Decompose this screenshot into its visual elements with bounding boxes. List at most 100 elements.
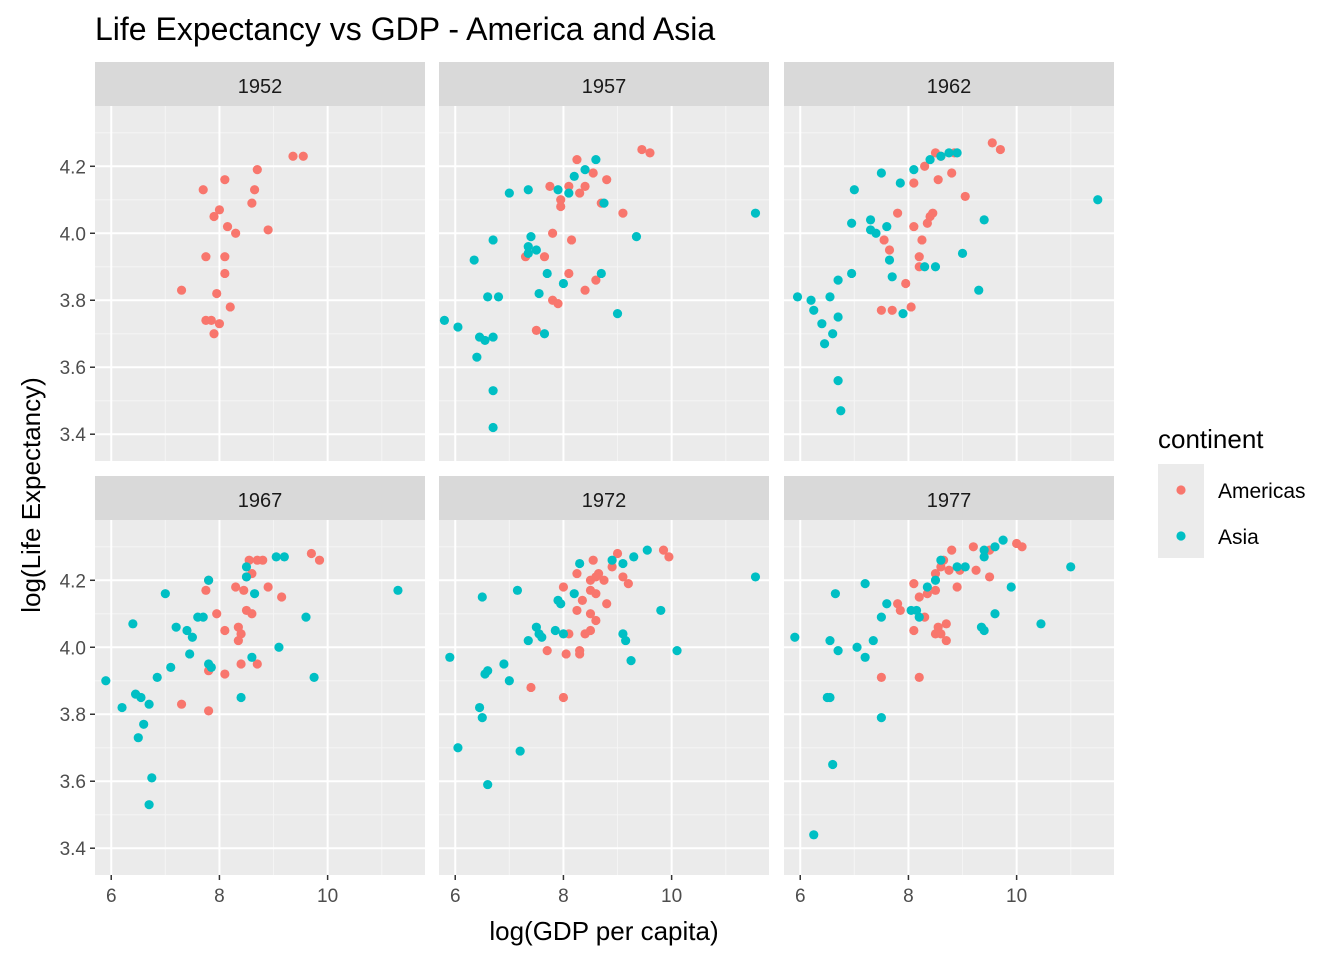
data-point <box>952 562 962 572</box>
legend-key-americas <box>1176 485 1186 495</box>
data-point <box>933 175 943 185</box>
data-point <box>868 635 878 646</box>
data-point <box>876 305 886 315</box>
data-point <box>909 221 919 232</box>
data-point <box>201 585 211 595</box>
data-point <box>152 672 162 683</box>
x-tick-label: 8 <box>214 886 225 907</box>
y-tick-label: 3.6 <box>60 358 86 379</box>
data-point <box>580 181 590 191</box>
x-tick-label: 6 <box>795 886 806 907</box>
data-point <box>882 221 892 232</box>
data-point <box>882 599 892 609</box>
data-point <box>833 376 843 386</box>
legend-label-asia: Asia <box>1218 526 1259 549</box>
data-point <box>852 642 862 652</box>
data-point <box>979 215 989 225</box>
data-point <box>979 545 989 555</box>
data-point <box>477 712 487 723</box>
data-point <box>185 649 195 659</box>
data-point <box>968 542 978 552</box>
data-point <box>817 319 827 329</box>
data-point <box>957 248 968 258</box>
data-point <box>526 682 536 693</box>
data-point <box>209 329 219 339</box>
legend-title: continent <box>1158 424 1264 454</box>
data-point <box>1093 195 1103 205</box>
data-point <box>204 706 214 716</box>
y-tick-label: 4.2 <box>60 157 86 178</box>
data-point <box>930 575 941 585</box>
data-point <box>198 185 208 195</box>
data-point <box>472 352 482 362</box>
data-point <box>301 612 311 622</box>
data-point <box>887 305 897 315</box>
data-point <box>860 579 870 589</box>
data-point <box>895 605 905 616</box>
data-point <box>553 185 563 195</box>
data-point <box>566 235 577 245</box>
data-point <box>212 288 222 299</box>
data-point <box>979 552 989 562</box>
data-point <box>971 565 981 575</box>
data-point <box>453 322 463 332</box>
data-point <box>558 692 569 703</box>
data-point <box>599 198 609 208</box>
data-point <box>539 252 550 262</box>
data-point <box>545 181 555 191</box>
data-point <box>871 228 881 238</box>
data-point <box>249 185 260 195</box>
data-point <box>198 612 208 622</box>
data-point <box>936 151 946 161</box>
data-point <box>1006 582 1016 592</box>
data-point <box>575 558 585 569</box>
data-point <box>493 292 504 302</box>
data-point <box>233 635 243 646</box>
data-point <box>920 161 930 171</box>
facet-strip <box>439 62 769 106</box>
data-point <box>558 278 569 289</box>
data-point <box>602 599 612 609</box>
data-point <box>828 329 838 339</box>
data-point <box>909 165 919 175</box>
data-point <box>182 625 192 636</box>
data-point <box>914 592 924 602</box>
data-point <box>602 175 612 185</box>
data-point <box>144 800 154 810</box>
data-point <box>488 386 498 396</box>
data-point <box>607 562 617 572</box>
data-point <box>884 255 895 265</box>
data-point <box>990 609 1000 619</box>
data-point <box>917 235 927 245</box>
data-point <box>504 676 514 686</box>
y-tick-label: 3.8 <box>60 705 86 726</box>
data-point <box>564 188 574 198</box>
data-point <box>941 635 951 646</box>
data-point <box>987 138 997 148</box>
data-point <box>539 329 550 339</box>
data-point <box>171 622 181 632</box>
data-point <box>984 572 995 582</box>
data-point <box>166 662 176 672</box>
data-point <box>947 168 957 178</box>
facet-strip-label: 1967 <box>238 490 283 512</box>
facet-strip-label: 1952 <box>238 76 283 98</box>
data-point <box>133 733 143 743</box>
data-point <box>279 552 289 562</box>
data-point <box>580 629 590 639</box>
data-point <box>499 659 509 669</box>
data-point <box>271 552 281 562</box>
data-point <box>263 225 273 235</box>
data-point <box>556 599 566 609</box>
data-point <box>995 144 1005 155</box>
data-point <box>936 629 946 639</box>
facet-panel-1952: 1952 3.4 3.6 3.8 4.0 4.2 <box>60 62 425 461</box>
data-point <box>439 315 450 325</box>
data-point <box>241 562 252 572</box>
data-point <box>947 545 957 555</box>
data-point <box>960 191 970 202</box>
data-point <box>909 579 919 589</box>
data-point <box>806 295 816 305</box>
data-point <box>212 609 222 619</box>
